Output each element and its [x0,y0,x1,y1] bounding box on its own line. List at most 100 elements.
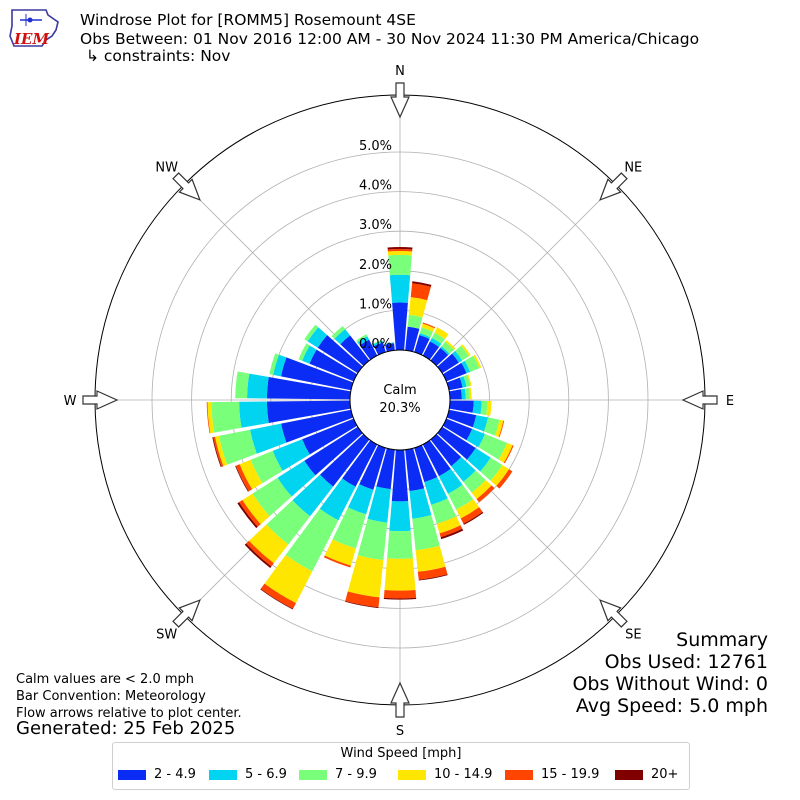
windrose-bar-segment [434,327,449,340]
windrose-bar-segment [307,327,328,348]
windrose-bar-segment [332,507,367,549]
windrose-bar-segment [277,460,316,497]
legend-item: 7 - 9.9 [299,767,377,782]
windrose-bar-segment [345,591,380,608]
windrose-bar-segment [244,543,272,568]
windrose-bar-segment [235,465,249,492]
legend: Wind Speed [mph] 2 - 4.9 5 - 6.9 7 - 9.9… [112,742,690,790]
windrose-bar-segment [218,429,257,465]
windrose-bar-segment [439,468,463,494]
windrose-bar-segment [249,524,289,564]
note-calm: Calm values are < 2.0 mph [16,672,195,687]
windrose-bar-segment [345,601,379,609]
windrose-bar-segment [442,362,467,382]
axis-labels: 0.0% 1.0% 2.0% 3.0% 4.0% 5.0% N NE E SE S SW W NW [64,64,735,739]
windrose-bar-segment [415,545,446,572]
windrose-bar-segment [298,343,310,361]
windrose-bar-segment [212,437,222,468]
windrose-bar-segment [317,335,363,374]
flow-arrow-shape [172,172,201,201]
windrose-bar-segment [480,400,488,416]
windrose-bar-segment [323,555,351,568]
windrose-bar-segment [446,377,463,391]
windrose-bar-segment [273,354,287,377]
summary-heading: Summary [676,629,768,651]
flow-arrow-icon [681,390,718,410]
legend-label: 20+ [651,767,679,782]
windrose-bar-segment [419,327,433,338]
windrose-bar-segment [272,439,310,471]
windrose-bar-segment [466,448,491,472]
windrose-bar-segment [385,343,395,352]
calm-label: Calm [383,383,416,398]
windrose-bar-segment [347,555,384,598]
windrose-bar-segment [439,525,463,538]
windrose-bar-segment [266,400,351,423]
legend-label: 5 - 6.9 [245,767,287,782]
windrose-bar-segment [357,336,370,346]
windrose-bar-segment [466,428,485,448]
windrose-bar-segment [412,515,440,551]
windrose-bar-segment [449,389,462,400]
windrose-bar-segment [324,539,356,566]
windrose-bar-segment [452,350,463,363]
windrose-bar-segment [405,448,425,492]
windrose-bar-segment [467,374,472,386]
windrose-bar-segment [496,469,513,489]
windrose-bar-segment [384,558,416,591]
flow-arrow-icon [390,82,410,119]
chart-subtitle: Obs Between: 01 Nov 2016 12:00 AM - 30 N… [80,30,700,48]
windrose-bar-segment [422,341,440,360]
windrose-bar-segment [464,355,480,372]
windrose-bar-segment [389,501,411,532]
chart-constraints: ↳ constraints: Nov [86,47,231,65]
windrose-bar-segment [471,480,492,500]
radial-tick-label: 5.0% [359,139,392,154]
legend-item: 10 - 14.9 [398,767,492,782]
flow-arrow-icon [172,172,201,201]
radial-tick-label: 2.0% [359,258,392,273]
windrose-bar-segment [490,465,510,486]
windrose-bar-segment [414,445,438,483]
windrose-bar-segment [437,426,476,460]
windrose-bar-segment [405,326,420,352]
windrose-bar-segment [239,500,261,527]
windrose-bar-segment [503,445,514,464]
windrose-bar-segment [266,377,351,400]
windrose-bar-segment [367,486,391,523]
windrose-bar-segment [460,388,466,400]
windrose-bar-segment [463,470,486,493]
windrose-bar-segment [281,357,354,391]
windrose-bar-segment [421,323,435,332]
windrose-bar-segment [388,254,412,276]
windrose-bar-segment [409,488,432,519]
flow-arrow-icon [599,172,628,201]
windrose-bar-segment [384,342,395,345]
windrose-bar-segment [372,339,383,345]
windrose-bar-segment [237,502,258,529]
windrose-bar-segment [359,445,386,490]
windrose-bar-segment [440,528,464,540]
iem-logo [9,9,59,47]
legend-item: 2 - 4.9 [118,767,196,782]
windrose-bar-segment [419,333,431,339]
direction-arrows [82,82,718,718]
windrose-bar-segment [463,374,471,387]
windrose-bar-segment [285,508,339,572]
windrose-bar-segment [451,457,476,482]
windrose-bar-segment [431,332,445,344]
windrose-bar-segment [387,530,413,559]
summary-obs-without-wind: Obs Without Wind: 0 [572,673,768,695]
calm-value: 20.3% [379,401,420,416]
flow-arrow-icon [172,599,201,628]
windrose-bar-segment [437,353,459,374]
windrose-bar-segment [340,335,370,366]
windrose-bar-segment [495,419,504,437]
legend-item: 15 - 19.9 [505,767,599,782]
windrose-bar-segment [304,324,319,342]
radial-tick-label: 4.0% [359,179,392,194]
windrose-bar-segment [357,518,388,560]
direction-label: NE [624,161,642,176]
windrose-bar-segment [459,376,467,388]
windrose-bar-segment [387,251,413,256]
